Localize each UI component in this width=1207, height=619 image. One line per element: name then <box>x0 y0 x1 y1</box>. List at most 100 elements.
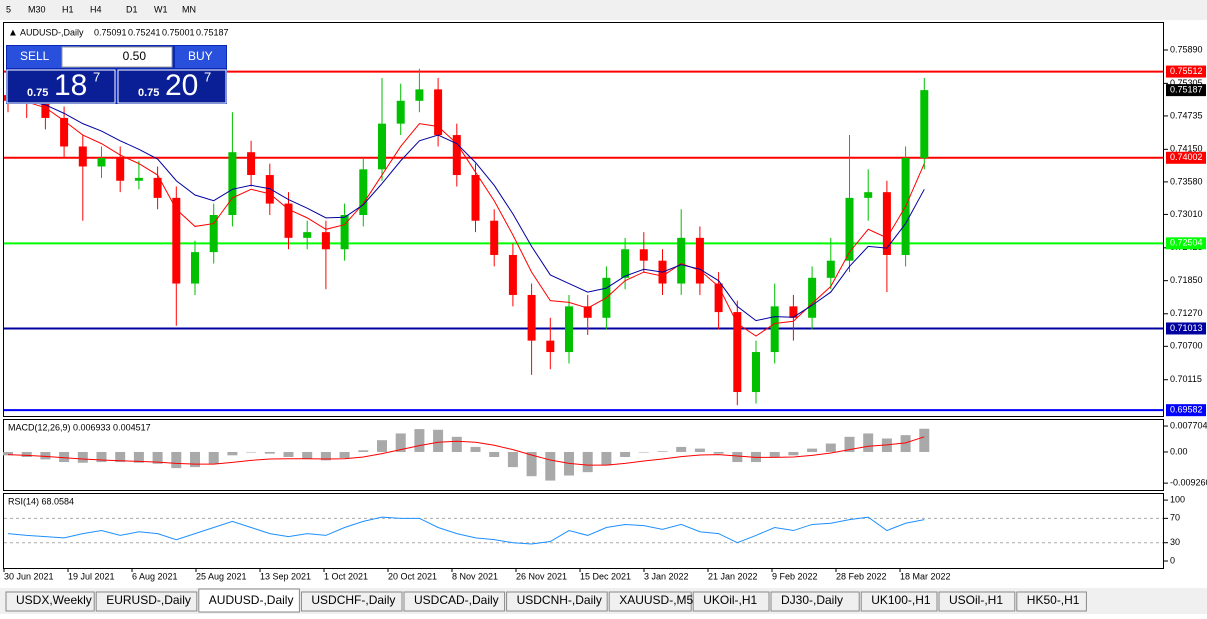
tab[interactable] <box>692 591 770 612</box>
tab[interactable] <box>198 588 300 613</box>
candle-body <box>228 152 237 216</box>
macd-bar <box>863 433 874 452</box>
level-label-bg <box>1166 404 1206 417</box>
tab-label[interactable]: UKOil-,H1 <box>703 593 757 607</box>
tab-label[interactable]: USOil-,H1 <box>949 593 1003 607</box>
macd-bar <box>59 451 70 463</box>
tab-label[interactable]: HK50-,H1 <box>1027 593 1080 607</box>
timeframe-button[interactable]: H1 <box>62 4 74 14</box>
timeframe-button[interactable]: H4 <box>90 4 102 14</box>
macd-bar <box>264 451 275 454</box>
macd-bar <box>844 436 855 452</box>
macd-bar <box>694 448 705 452</box>
macd-bar <box>414 429 425 452</box>
macd-bar <box>339 451 350 459</box>
level-label-bg <box>1166 151 1206 164</box>
buy-button[interactable] <box>175 46 226 68</box>
tab[interactable] <box>95 591 198 612</box>
tab[interactable] <box>5 591 95 612</box>
candle-body <box>789 306 798 318</box>
tab-label[interactable]: UK100-,H1 <box>871 593 931 607</box>
timeframe-button[interactable]: MN <box>182 4 196 14</box>
level-label-bg <box>1166 237 1206 250</box>
candle-body <box>845 197 854 261</box>
macd-bar <box>769 451 780 458</box>
tab-label[interactable]: DJ30-,Daily <box>781 593 843 607</box>
sell-label[interactable]: SELL <box>20 49 50 63</box>
price-big: 0.75 <box>27 87 48 99</box>
macd-bar <box>40 451 51 460</box>
y-tick-label: 0.00 <box>1170 446 1188 456</box>
tab-label[interactable]: USDX,Weekly <box>16 593 92 607</box>
ohlc-value: 0.75001 <box>162 27 195 37</box>
timeframe-button[interactable]: D1 <box>126 4 138 14</box>
tab[interactable] <box>770 591 860 612</box>
tab-label[interactable]: XAUUSD-,M5 <box>619 593 693 607</box>
macd-signal-line <box>7 436 925 466</box>
date-label: 3 Jan 2022 <box>644 571 689 581</box>
macd-bar <box>171 451 182 469</box>
candle-body <box>116 157 125 181</box>
y-tick-label: 0.71270 <box>1170 308 1203 318</box>
date-label: 6 Aug 2021 <box>132 571 178 581</box>
tab[interactable] <box>300 591 403 612</box>
date-label: 30 Jun 2021 <box>4 571 54 581</box>
rsi-panel <box>3 493 1164 569</box>
macd-bar <box>152 451 163 464</box>
y-tick-label: 0.73580 <box>1170 176 1203 186</box>
tab-label[interactable]: USDCNH-,Daily <box>517 593 602 607</box>
tab-label[interactable]: USDCHF-,Daily <box>311 593 395 607</box>
timeframe-button[interactable]: M30 <box>28 4 46 14</box>
candle-body <box>359 169 368 216</box>
date-label: 18 Mar 2022 <box>900 571 951 581</box>
macd-bar <box>208 451 219 464</box>
candle-body <box>527 294 536 341</box>
lot-value[interactable]: 0.50 <box>123 49 147 63</box>
timeframe-button[interactable]: W1 <box>154 4 168 14</box>
tab[interactable] <box>506 591 608 612</box>
price-box[interactable] <box>117 69 227 104</box>
candle-body <box>60 117 69 147</box>
candle-body <box>621 249 630 278</box>
candle-body <box>209 215 218 253</box>
price-pips: 18 <box>54 69 87 102</box>
tab-label[interactable]: USDCAD-,Daily <box>414 593 499 607</box>
candle-body <box>396 100 405 124</box>
candle-body <box>714 283 723 313</box>
candle-body <box>770 306 779 353</box>
price-point: 7 <box>204 69 211 84</box>
last-price-label: 0.75187 <box>1170 84 1203 94</box>
tab[interactable] <box>403 591 506 612</box>
timeframe-button[interactable]: 5 <box>6 4 11 14</box>
macd-bar <box>451 436 462 452</box>
candle-body <box>247 152 256 176</box>
tab[interactable] <box>938 591 1016 612</box>
date-label: 25 Aug 2021 <box>196 571 247 581</box>
candle-body <box>808 277 817 318</box>
date-label: 28 Feb 2022 <box>836 571 887 581</box>
buy-label[interactable]: BUY <box>188 49 213 63</box>
last-price-bg <box>1166 84 1206 97</box>
y-tick-label: -0.009260 <box>1170 478 1207 488</box>
price-pips: 20 <box>165 69 198 102</box>
macd-bar <box>582 451 593 473</box>
macd-bar <box>377 440 387 452</box>
date-label: 15 Dec 2021 <box>580 571 631 581</box>
macd-bar <box>900 435 911 452</box>
tab[interactable] <box>608 591 692 612</box>
date-label: 13 Sep 2021 <box>260 571 311 581</box>
tab[interactable] <box>1016 591 1087 612</box>
candle-body <box>378 123 386 170</box>
tab-label[interactable]: EURUSD-,Daily <box>106 593 191 607</box>
chart-icon: ▲ <box>8 28 18 39</box>
candle-body <box>340 215 349 250</box>
tab-label[interactable]: AUDUSD-,Daily <box>209 593 294 607</box>
tab[interactable] <box>860 591 938 612</box>
price-box[interactable] <box>6 69 116 104</box>
macd-bar <box>825 443 836 452</box>
macd-bar <box>732 451 743 463</box>
macd-bar <box>190 451 200 468</box>
lot-input[interactable] <box>61 46 173 68</box>
